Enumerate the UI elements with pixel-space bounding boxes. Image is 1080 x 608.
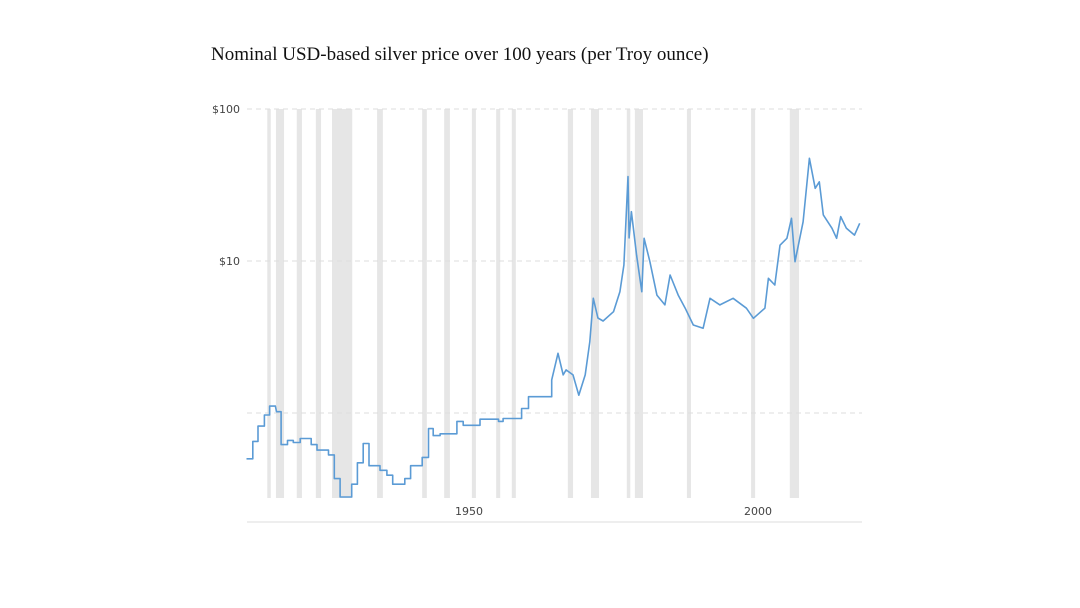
recession-band — [275, 109, 285, 498]
recession-bands — [267, 109, 800, 498]
recession-band — [511, 109, 516, 498]
recession-band — [315, 109, 322, 498]
recession-band — [471, 109, 476, 498]
price-line — [246, 157, 861, 498]
chart-title: Nominal USD-based silver price over 100 … — [211, 44, 709, 65]
recession-band — [444, 109, 450, 498]
series — [246, 157, 861, 498]
recession-band — [634, 109, 643, 498]
recession-band — [686, 109, 691, 498]
recession-band — [626, 109, 631, 498]
recession-band — [267, 109, 271, 498]
x-axis: 1950 2000 — [455, 505, 772, 518]
y-tick-label: $10 — [219, 255, 240, 268]
recession-band — [422, 109, 427, 498]
recession-band — [332, 109, 353, 498]
recession-band — [789, 109, 800, 498]
x-tick-label: 1950 — [455, 505, 483, 518]
y-tick-label: $100 — [212, 103, 240, 116]
y-axis: $100 $10 — [212, 103, 240, 268]
recession-band — [377, 109, 383, 498]
recession-band — [567, 109, 574, 498]
recession-band — [296, 109, 302, 498]
recession-band — [496, 109, 501, 498]
recession-band — [751, 109, 756, 498]
gridlines — [247, 108, 862, 414]
x-tick-label: 2000 — [744, 505, 772, 518]
